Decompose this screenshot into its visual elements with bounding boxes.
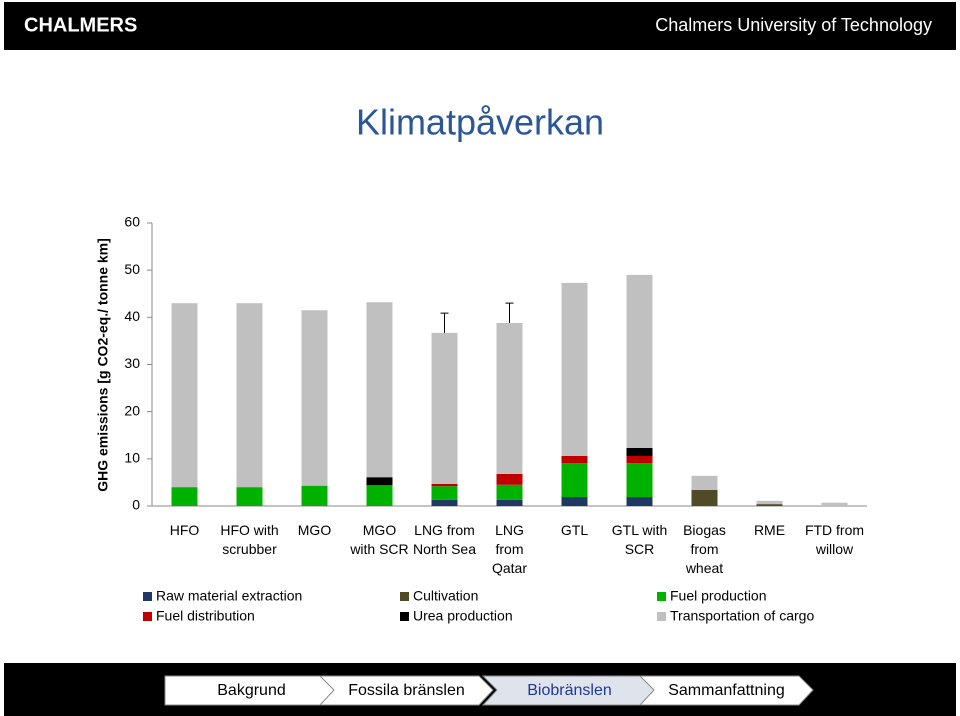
bar-segment — [301, 310, 328, 486]
y-tick-label: 20 — [124, 402, 140, 418]
nav-tab-label[interactable]: Fossila bränslen — [348, 682, 465, 699]
bar-segment — [561, 497, 588, 506]
bar-segment — [821, 502, 848, 506]
x-tick-label: LNG from North Sea — [412, 522, 477, 557]
nav-tab[interactable] — [638, 675, 814, 706]
bar-segment — [561, 463, 588, 498]
bar-segment — [626, 447, 653, 457]
legend-label: Fuel production — [670, 588, 767, 604]
x-tick-label: GTL — [560, 522, 589, 538]
y-tick-label: 10 — [124, 450, 140, 466]
bar-segment — [756, 504, 783, 506]
bar-segment — [431, 499, 458, 506]
x-tick-label: MGO with SCR — [350, 522, 409, 557]
y-tick-label: 30 — [124, 355, 140, 371]
legend-swatch — [143, 612, 152, 621]
legend-swatch — [657, 612, 666, 621]
legend-swatch — [657, 592, 666, 601]
slide-title: Klimatpåverkan — [356, 102, 604, 143]
x-tick-label: FTD from willow — [804, 522, 865, 557]
y-axis-label: GHG emissions [g CO2-eq./ tonne km] — [95, 238, 111, 492]
legend-label: Fuel distribution — [156, 608, 255, 624]
bar-segment — [626, 456, 653, 464]
bar-segment — [171, 487, 198, 506]
x-tick-label: RME — [753, 522, 786, 538]
legend-label: Raw material extraction — [156, 588, 302, 604]
bar-segment — [236, 303, 263, 488]
x-tick-label: LNG from Qatar — [491, 522, 527, 576]
legend-label: Cultivation — [413, 588, 478, 604]
bar-segment — [561, 456, 588, 464]
bar-segment — [626, 274, 653, 448]
nav-tab-label[interactable]: Bakgrund — [217, 682, 286, 699]
bar-segment — [561, 282, 588, 457]
error-bar — [505, 302, 514, 323]
y-tick-label: 40 — [124, 308, 140, 324]
bar-segment — [496, 473, 523, 485]
error-bar — [440, 312, 449, 333]
nav-tab[interactable] — [318, 675, 494, 706]
bar-segment — [626, 497, 653, 506]
bar-segment — [301, 485, 328, 506]
nav-tab-label[interactable]: Sammanfattning — [668, 682, 785, 699]
y-tick-label: 60 — [124, 214, 140, 230]
nav-tab-label[interactable]: Biobränslen — [527, 682, 612, 699]
bar-segment — [431, 483, 458, 487]
legend-label: Transportation of cargo — [670, 608, 814, 624]
legend-swatch — [400, 612, 409, 621]
x-tick-label: Biogas from wheat — [683, 522, 726, 576]
university: Chalmers University of Technology — [655, 15, 932, 35]
x-tick-label: HFO — [169, 522, 200, 538]
logo: CHALMERS — [24, 14, 137, 36]
bar-segment — [756, 500, 783, 505]
bar-segment — [496, 499, 523, 506]
bar-segment — [691, 475, 718, 490]
bar-segment — [366, 485, 393, 506]
bar-segment — [691, 489, 718, 506]
x-tick-label: HFO with scrubber — [220, 522, 279, 557]
bar-segment — [366, 477, 393, 486]
bar-segment — [626, 463, 653, 498]
x-tick-label: GTL with SCR — [611, 522, 668, 557]
legend-swatch — [143, 592, 152, 601]
bar-segment — [366, 302, 393, 478]
legend-swatch — [400, 592, 409, 601]
y-tick-label: 0 — [132, 497, 140, 513]
header-bar — [4, 2, 956, 50]
y-tick-label: 50 — [124, 261, 140, 277]
bar-segment — [496, 484, 523, 500]
bar-segment — [236, 487, 263, 506]
legend-label: Urea production — [413, 608, 513, 624]
x-tick-label: MGO — [297, 522, 332, 538]
bar-segment — [431, 486, 458, 500]
bar-segment — [171, 303, 198, 488]
bar-segment — [496, 322, 523, 474]
bar-segment — [431, 332, 458, 484]
